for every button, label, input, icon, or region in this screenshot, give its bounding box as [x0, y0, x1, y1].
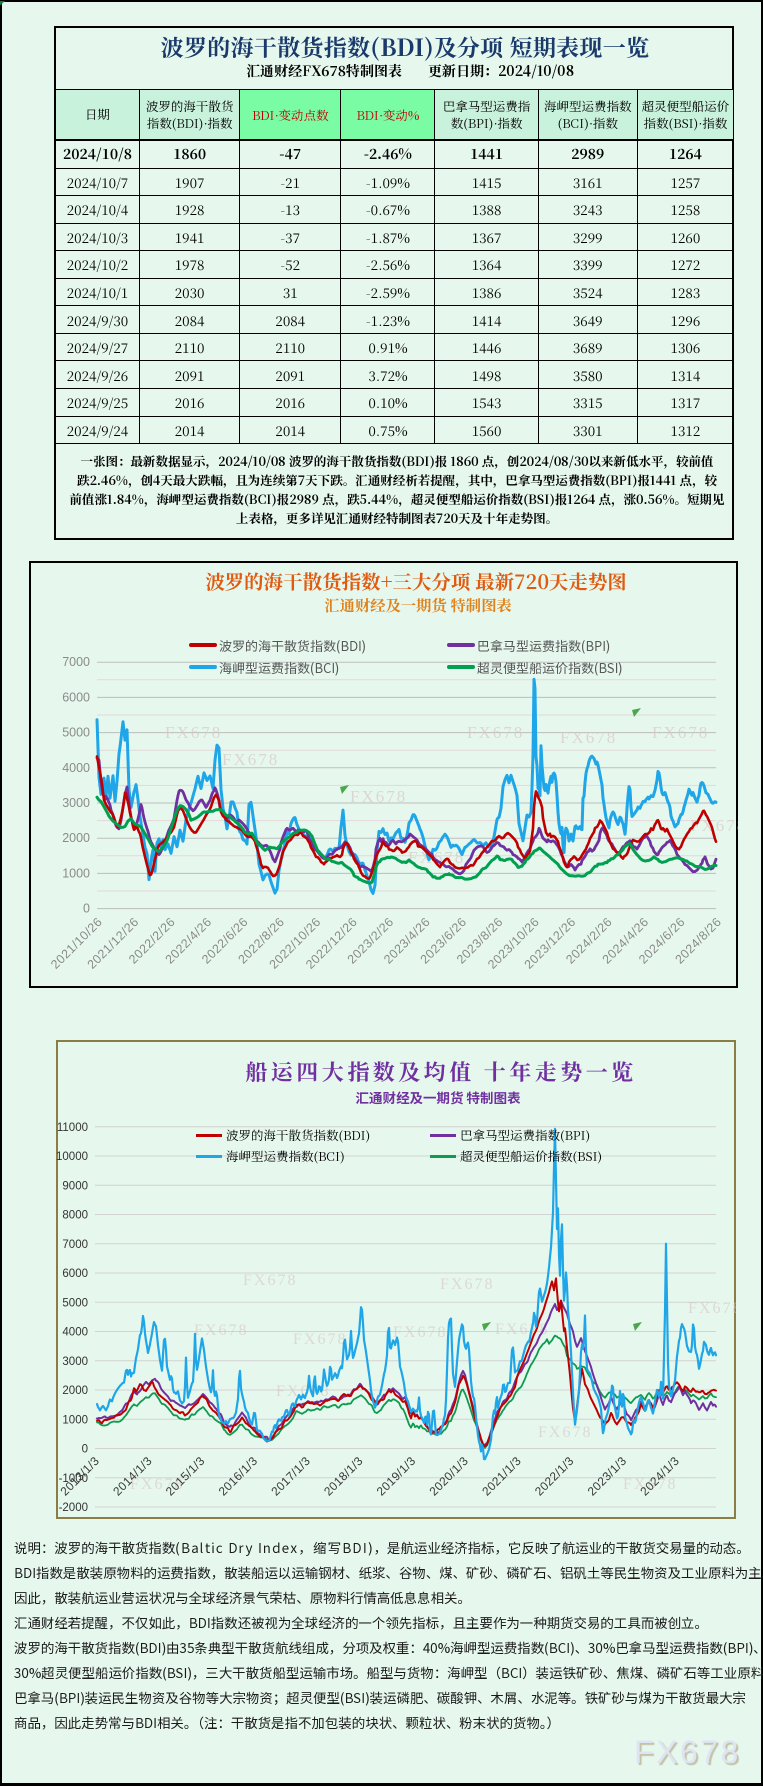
svg-text:6000: 6000	[62, 690, 90, 704]
svg-text:10000: 10000	[56, 1151, 88, 1163]
svg-text:FX678: FX678	[194, 1322, 248, 1339]
svg-text:2000: 2000	[62, 1385, 88, 1397]
svg-text:FX678: FX678	[538, 1424, 592, 1441]
svg-text:0: 0	[82, 1444, 88, 1456]
svg-text:-1000: -1000	[59, 1473, 88, 1485]
svg-text:FX678: FX678	[652, 723, 709, 742]
svg-text:FX678: FX678	[165, 723, 222, 742]
svg-text:2016/1/3: 2016/1/3	[216, 1454, 261, 1499]
svg-text:FX678: FX678	[560, 728, 617, 747]
svg-text:FX678: FX678	[688, 1300, 736, 1317]
svg-text:2018/1/3: 2018/1/3	[321, 1454, 366, 1499]
svg-text:11000: 11000	[57, 1122, 88, 1134]
svg-text:FX678: FX678	[350, 787, 407, 806]
svg-text:8000: 8000	[62, 1210, 88, 1222]
svg-text:2019/1/3: 2019/1/3	[374, 1454, 419, 1499]
svg-text:FX678: FX678	[243, 1272, 297, 1289]
svg-text:5000: 5000	[62, 726, 90, 740]
svg-text:FX678: FX678	[393, 1324, 447, 1341]
svg-text:7000: 7000	[62, 655, 90, 669]
svg-text:FX678: FX678	[440, 1276, 494, 1293]
svg-text:3000: 3000	[62, 796, 90, 810]
svg-text:FX678: FX678	[293, 1331, 347, 1348]
svg-text:2017/1/3: 2017/1/3	[268, 1454, 313, 1499]
svg-text:1000: 1000	[62, 1414, 88, 1426]
svg-text:2021/1/3: 2021/1/3	[479, 1454, 524, 1499]
svg-text:FX678: FX678	[495, 1321, 549, 1338]
svg-text:0: 0	[83, 902, 90, 916]
svg-text:5000: 5000	[62, 1297, 88, 1309]
svg-text:6000: 6000	[62, 1268, 88, 1280]
svg-text:FX678: FX678	[690, 816, 738, 835]
svg-text:1000: 1000	[62, 866, 90, 880]
svg-text:7000: 7000	[62, 1239, 88, 1251]
svg-text:-2000: -2000	[59, 1502, 88, 1514]
svg-text:3000: 3000	[62, 1356, 88, 1368]
svg-text:4000: 4000	[62, 761, 90, 775]
svg-text:2020/1/3: 2020/1/3	[426, 1454, 471, 1499]
svg-text:2022/1/3: 2022/1/3	[532, 1454, 577, 1499]
svg-text:FX678: FX678	[623, 1476, 677, 1493]
svg-text:9000: 9000	[62, 1180, 88, 1192]
svg-text:FX678: FX678	[222, 750, 279, 769]
svg-text:4000: 4000	[62, 1327, 88, 1339]
svg-text:FX678: FX678	[130, 1476, 184, 1493]
svg-text:FX678: FX678	[467, 723, 524, 742]
svg-text:2000: 2000	[62, 831, 90, 845]
